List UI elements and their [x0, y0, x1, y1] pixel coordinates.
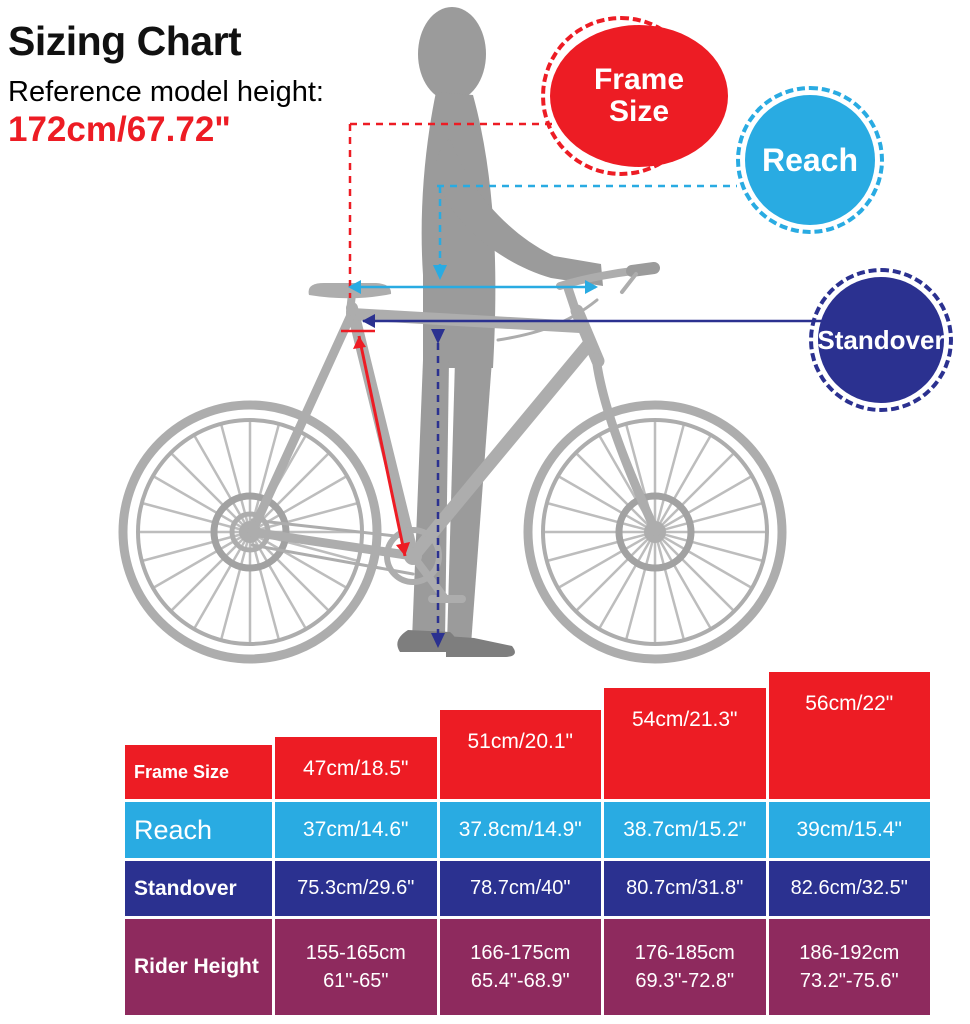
frame-size-cell-1: 47cm/18.5" [275, 737, 437, 799]
standover-cell-4: 82.6cm/32.5" [768, 861, 930, 916]
row-label-standover: Standover [125, 861, 272, 916]
rider-height-cm: 155-165cm [305, 942, 406, 964]
reference-height-value: 172cm/67.72" [8, 110, 231, 149]
front-wheel [523, 400, 787, 664]
rider-height-in: 61"-65" [323, 970, 389, 992]
reach-cell-1: 37cm/14.6" [275, 802, 437, 858]
rider-height-cm: 166-175cm [470, 942, 571, 964]
frame-size-measurement [341, 122, 557, 557]
bike-silhouette [118, 262, 787, 664]
standover-cell-1: 75.3cm/29.6" [275, 861, 437, 916]
frame-size-cell-3: 54cm/21.3" [604, 688, 766, 799]
table-row-frame-size: Frame Size 47cm/18.5" 51cm/20.1" 54cm/21… [125, 672, 930, 799]
rider-height-in: 73.2"-75.6" [799, 970, 899, 992]
standover-cell-3: 80.7cm/31.8" [604, 861, 766, 916]
reach-badge-label: Reach [745, 95, 875, 225]
row-label-frame-size: Frame Size [125, 745, 272, 799]
rider-height-cell-2: 166-175cm 65.4"-68.9" [439, 919, 601, 1015]
rider-height-cell-3: 176-185cm 69.3"-72.8" [604, 919, 766, 1015]
page-title: Sizing Chart [8, 18, 242, 64]
reach-cell-2: 37.8cm/14.9" [439, 802, 601, 858]
rider-height-cm: 176-185cm [634, 942, 735, 964]
standover-badge-label: Standover [817, 277, 945, 403]
rider-height-cell-4: 186-192cm 73.2"-75.6" [768, 919, 930, 1015]
reach-measurement [348, 184, 737, 294]
frame-size-cell-4: 56cm/22" [768, 672, 930, 799]
reference-height-label: Reference model height: [8, 76, 324, 108]
rider-silhouette [412, 7, 603, 645]
table-row-rider-height: Rider Height 155-165cm 61"-65" 166-175cm… [125, 919, 930, 1015]
rear-wheel [118, 400, 382, 664]
standover-cell-2: 78.7cm/40" [439, 861, 601, 916]
reach-cell-3: 38.7cm/15.2" [604, 802, 766, 858]
rider-height-in: 65.4"-68.9" [470, 970, 570, 992]
frame-size-badge-label: Frame Size [550, 25, 728, 167]
bike-rider-diagram [118, 7, 824, 664]
rider-height-in: 69.3"-72.8" [635, 970, 735, 992]
standover-measurement [362, 314, 824, 648]
table-row-standover: Standover 75.3cm/29.6" 78.7cm/40" 80.7cm… [125, 861, 930, 916]
row-label-reach: Reach [125, 802, 272, 858]
row-label-rider-height: Rider Height [125, 919, 272, 1015]
reach-badge: Reach [736, 86, 884, 234]
standover-badge: Standover [809, 268, 953, 412]
rider-height-cell-1: 155-165cm 61"-65" [275, 919, 437, 1015]
reach-cell-4: 39cm/15.4" [768, 802, 930, 858]
frame-size-cell-2: 51cm/20.1" [439, 710, 601, 799]
frame-size-badge: Frame Size [541, 16, 728, 176]
sizing-table: Frame Size 47cm/18.5" 51cm/20.1" 54cm/21… [125, 672, 930, 1015]
rider-height-cm: 186-192cm [799, 942, 900, 964]
table-row-reach: Reach 37cm/14.6" 37.8cm/14.9" 38.7cm/15.… [125, 802, 930, 858]
